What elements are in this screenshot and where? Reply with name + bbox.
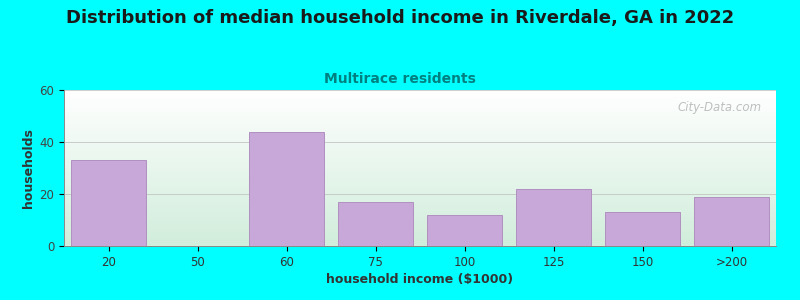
Bar — [426, 215, 502, 246]
Bar — [694, 196, 770, 246]
Text: Multirace residents: Multirace residents — [324, 72, 476, 86]
Bar — [605, 212, 680, 246]
X-axis label: household income ($1000): household income ($1000) — [326, 273, 514, 286]
Text: City-Data.com: City-Data.com — [678, 101, 762, 114]
Bar — [338, 202, 414, 246]
Y-axis label: households: households — [22, 128, 35, 208]
Bar — [249, 132, 324, 246]
Bar — [516, 189, 591, 246]
Text: Distribution of median household income in Riverdale, GA in 2022: Distribution of median household income … — [66, 9, 734, 27]
Bar — [70, 160, 146, 246]
